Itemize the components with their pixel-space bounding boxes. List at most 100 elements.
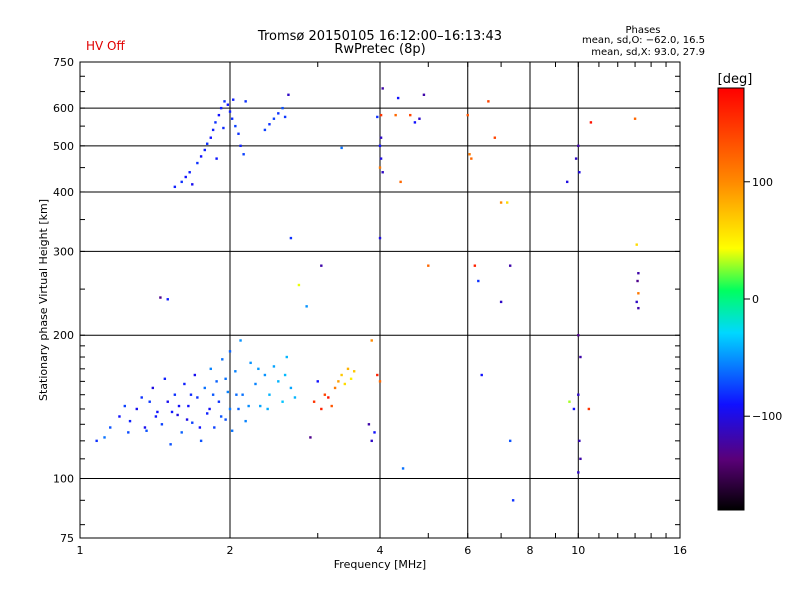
colorbar-label: [deg] [718,72,753,87]
data-point [289,236,293,240]
data-point [209,136,212,139]
data-point [226,390,230,394]
data-point [312,400,316,403]
data-point [123,404,126,408]
data-point [289,386,293,390]
data-point [191,183,194,186]
data-point [511,499,515,502]
data-points [95,87,640,502]
data-point [330,404,333,408]
data-point [244,419,247,423]
data-point [499,300,503,304]
data-point [346,367,350,371]
data-point [637,306,640,310]
data-point [285,355,288,359]
data-point [219,415,223,418]
data-point [379,157,383,160]
data-point [508,439,512,443]
data-point [208,407,211,411]
data-point [163,377,167,380]
data-point [565,180,569,184]
data-point [199,155,203,158]
data-point [180,431,183,434]
data-point [337,380,340,383]
data-point [173,185,177,189]
data-point [135,407,138,411]
data-point [320,407,323,411]
data-point [401,467,405,470]
data-point [234,124,237,128]
data-point [211,393,215,396]
data-point [633,117,637,120]
data-point [247,404,250,408]
data-point [381,87,384,90]
hv-status: HV Off [86,39,125,53]
colorbar-ticks: 100 0 −100 [744,176,782,423]
x-tick-label: 6 [464,544,471,557]
chart-title: Tromsø 20150105 16:12:00–16:13:43 [257,29,502,44]
data-point [217,113,221,117]
data-point [263,373,267,377]
data-point [217,400,221,403]
data-point [376,115,379,119]
data-point [370,339,373,342]
data-point [170,410,174,414]
data-point [577,393,580,396]
data-point [396,96,400,100]
data-point [228,110,232,113]
data-point [574,157,578,160]
data-point [235,393,238,396]
data-point [205,142,209,145]
data-point [242,153,245,156]
data-point [226,103,230,106]
data-point [323,393,327,396]
data-point [184,175,187,179]
data-point [166,400,169,403]
data-point [505,201,509,204]
data-point [293,396,297,399]
data-point [367,423,371,426]
data-point [156,410,159,414]
data-point [169,443,172,446]
data-point [222,126,225,130]
chart-subtitle: RwPretec (8p) [334,42,425,57]
data-point [577,144,580,148]
colorbar [717,87,745,511]
data-point [193,373,197,377]
data-point [381,171,384,174]
data-point [373,431,376,434]
data-point [309,436,312,439]
data-point [198,426,202,429]
data-point [189,393,193,396]
data-point [221,358,224,361]
data-point [281,400,284,403]
data-point [268,393,271,396]
data-point [237,132,240,135]
y-axis-label: Stationary phase Virtual Height [km] [37,199,50,401]
data-point [244,100,247,103]
data-point [297,283,301,287]
data-point [254,382,257,386]
data-point [473,264,477,267]
data-point [145,429,148,432]
data-point [263,128,267,132]
data-point [237,407,240,411]
data-point [577,471,580,474]
data-point [239,339,242,342]
colorbar-tick-label: 100 [752,176,773,189]
data-point [166,298,169,301]
data-point [203,386,206,390]
data-point [230,429,234,432]
data-point [180,180,183,184]
data-point [283,115,287,119]
data-point [427,264,430,267]
data-point [635,243,638,246]
x-tick-label: 10 [571,544,585,557]
data-point [327,396,330,399]
y-tick-label: 200 [53,329,74,342]
data-point [187,404,190,408]
data-point [224,377,227,380]
y-tick-label: 750 [53,56,74,69]
data-point [277,112,280,115]
